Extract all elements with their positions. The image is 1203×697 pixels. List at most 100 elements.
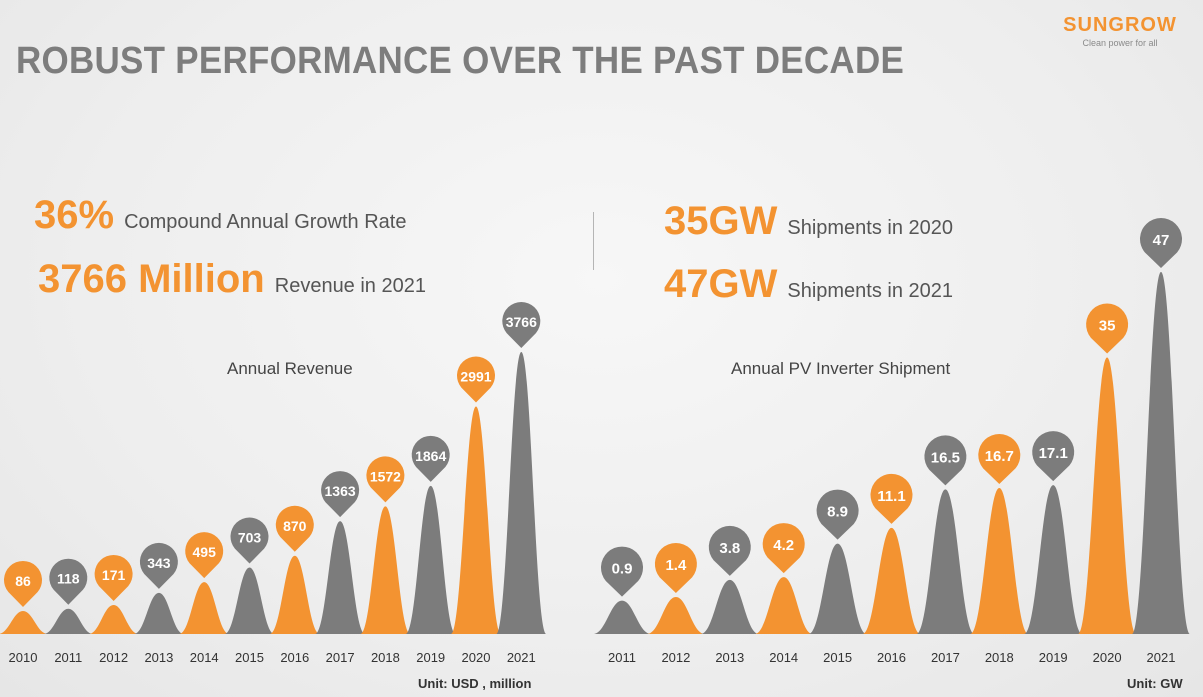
- shipment-marker-2015: [816, 489, 859, 540]
- revenue-marker-2021: [502, 302, 541, 348]
- shipment-bar-2019: [1024, 485, 1083, 634]
- shipment-bar-2015: [808, 543, 867, 634]
- cagr-label: Compound Annual Growth Rate: [124, 211, 407, 233]
- shipment-bar-2018: [970, 487, 1029, 634]
- revenue-chart-title: Annual Revenue: [227, 359, 353, 378]
- cagr-kpi: 36% Compound Annual Growth Rate: [34, 193, 406, 238]
- shipment-value-label-2017: 16.5: [931, 449, 960, 466]
- shipment-value-label-2011: 0.9: [612, 561, 633, 578]
- revenue-bar-2011: [43, 608, 94, 634]
- shipment-unit: Unit: GW: [1127, 676, 1183, 691]
- shipment-2021-value: 47GW: [664, 262, 778, 306]
- revenue-tick-label-2017: 2017: [326, 650, 355, 665]
- shipment-marker-2012: [654, 543, 697, 594]
- shipment-tick-label-2017: 2017: [931, 650, 960, 665]
- revenue-bar-2010: [0, 610, 48, 634]
- shipment-marker-2020: [1086, 303, 1129, 354]
- shipment-bar-2012: [646, 597, 705, 634]
- shipment-tick-label-2016: 2016: [877, 650, 906, 665]
- revenue-value-label-2020: 2991: [460, 369, 491, 385]
- shipment-tick-label-2011: 2011: [608, 650, 636, 665]
- logo-brand: SUNGROW: [1063, 14, 1177, 36]
- shipment-value-label-2019: 17.1: [1039, 445, 1068, 462]
- revenue-kpi: 3766 Million Revenue in 2021: [38, 257, 426, 302]
- revenue-bar-2014: [179, 582, 230, 634]
- panel-divider: [593, 212, 594, 270]
- shipment-2021-label: Shipments in 2021: [787, 280, 954, 302]
- revenue-value-label-2018: 1572: [370, 468, 401, 484]
- revenue-tick-label-2016: 2016: [280, 650, 309, 665]
- revenue-value-label-2015: 703: [238, 530, 262, 546]
- revenue-value-label-2012: 171: [102, 567, 126, 583]
- revenue-bar-2020: [451, 406, 501, 634]
- revenue-marker-2013: [139, 542, 178, 589]
- revenue-tick-label-2021: 2021: [507, 650, 536, 665]
- revenue-value-label-2014: 495: [193, 544, 217, 560]
- shipment-tick-label-2020: 2020: [1093, 650, 1122, 665]
- revenue-marker-2011: [49, 558, 88, 605]
- revenue-label: Revenue in 2021: [274, 275, 426, 297]
- revenue-value: 3766 Million: [38, 257, 265, 301]
- shipment-marker-2018: [978, 433, 1021, 484]
- revenue-tick-label-2010: 2010: [9, 650, 38, 665]
- revenue-marker-2016: [275, 505, 314, 552]
- revenue-unit: Unit: USD , million: [418, 676, 532, 691]
- shipment-marker-2014: [762, 523, 805, 574]
- revenue-marker-2014: [185, 532, 224, 579]
- cagr-value: 36%: [34, 193, 115, 237]
- revenue-tick-label-2011: 2011: [54, 650, 82, 665]
- shipment-marker-2013: [708, 525, 751, 576]
- shipment-marker-2021: [1140, 218, 1182, 268]
- revenue-bar-2019: [405, 485, 456, 634]
- shipment-value-label-2014: 4.2: [773, 537, 794, 554]
- shipment-2021-kpi: 47GW Shipments in 2021: [664, 262, 953, 307]
- shipment-bar-2016: [862, 527, 921, 634]
- revenue-tick-label-2015: 2015: [235, 650, 264, 665]
- shipment-bar-2014: [754, 577, 813, 634]
- revenue-value-label-2017: 1363: [325, 483, 356, 499]
- shipment-marker-2019: [1032, 431, 1075, 482]
- shipment-bar-2021: [1132, 272, 1190, 634]
- revenue-marker-2017: [321, 471, 360, 518]
- shipment-marker-2016: [870, 473, 913, 524]
- shipment-value-label-2018: 16.7: [985, 448, 1014, 465]
- shipment-value-label-2021: 47: [1153, 232, 1170, 249]
- shipment-tick-label-2012: 2012: [661, 650, 690, 665]
- shipment-bar-2013: [700, 579, 759, 634]
- shipment-value-label-2013: 3.8: [719, 540, 740, 557]
- shipment-marker-2017: [924, 435, 967, 486]
- revenue-marker-2020: [457, 356, 495, 403]
- shipment-tick-label-2013: 2013: [715, 650, 744, 665]
- revenue-tick-label-2014: 2014: [190, 650, 219, 665]
- revenue-tick-label-2012: 2012: [99, 650, 128, 665]
- shipment-tick-label-2014: 2014: [769, 650, 798, 665]
- revenue-value-label-2010: 86: [15, 573, 31, 589]
- revenue-tick-label-2013: 2013: [144, 650, 173, 665]
- revenue-bar-2018: [360, 506, 411, 634]
- shipment-tick-label-2018: 2018: [985, 650, 1014, 665]
- shipment-chart-title: Annual PV Inverter Shipment: [731, 359, 951, 378]
- revenue-marker-2012: [94, 554, 133, 601]
- shipment-value-label-2016: 11.1: [877, 488, 905, 505]
- revenue-tick-label-2018: 2018: [371, 650, 400, 665]
- logo-tagline: Clean power for all: [1082, 38, 1158, 48]
- revenue-bar-2012: [88, 604, 139, 634]
- shipment-tick-label-2019: 2019: [1039, 650, 1068, 665]
- revenue-value-label-2019: 1864: [415, 448, 446, 464]
- company-logo: SUNGROW Clean power for all: [1050, 14, 1190, 48]
- shipment-tick-label-2015: 2015: [823, 650, 852, 665]
- revenue-bar-2016: [269, 555, 320, 634]
- shipment-2020-kpi: 35GW Shipments in 2020: [664, 199, 953, 244]
- shipment-bar-2020: [1078, 357, 1137, 634]
- shipment-bar-2011: [593, 600, 651, 634]
- revenue-bar-2015: [224, 567, 275, 634]
- revenue-bar-2013: [133, 592, 184, 634]
- shipment-tick-label-2021: 2021: [1147, 650, 1176, 665]
- revenue-marker-2015: [230, 517, 269, 564]
- revenue-marker-2010: [3, 560, 42, 607]
- page-title: ROBUST PERFORMANCE OVER THE PAST DECADE: [16, 40, 905, 82]
- revenue-value-label-2013: 343: [147, 555, 171, 571]
- revenue-marker-2018: [366, 456, 405, 503]
- shipment-2020-label: Shipments in 2020: [787, 217, 954, 239]
